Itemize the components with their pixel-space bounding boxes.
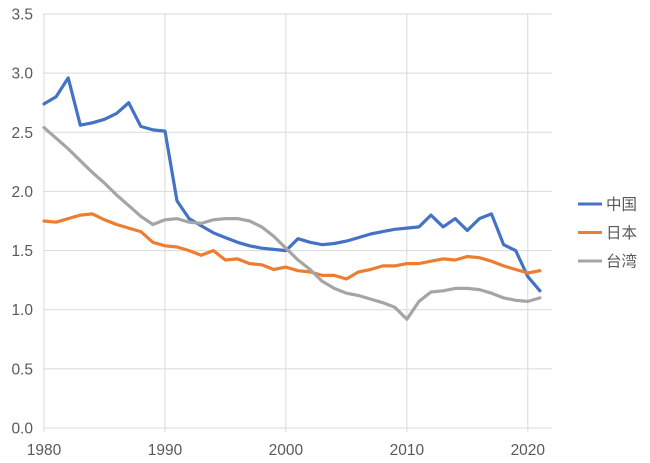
legend-label-taiwan: 台湾	[606, 253, 637, 271]
y-axis-tick-label: 3.5	[11, 7, 33, 24]
legend-label-japan: 日本	[606, 224, 637, 242]
x-axis-tick-label: 2000	[269, 442, 304, 459]
legend-label-china: 中国	[606, 196, 637, 214]
x-axis-tick-label: 1980	[27, 442, 62, 459]
y-axis-tick-label: 2.0	[11, 184, 33, 201]
y-axis-tick-label: 3.0	[11, 66, 33, 83]
series-line-taiwan	[42, 125, 542, 321]
y-axis-tick-label: 0.5	[11, 361, 33, 378]
y-axis-tick-label: 2.5	[11, 125, 33, 142]
legend-item-taiwan: 台湾	[578, 253, 637, 271]
legend-item-china: 中国	[578, 196, 637, 214]
legend-item-japan: 日本	[578, 224, 637, 242]
y-axis-tick-label: 1.5	[11, 243, 33, 260]
series-line-china	[42, 76, 542, 293]
x-axis-tick-label: 2010	[390, 442, 425, 459]
y-axis-tick-label: 0.0	[11, 421, 33, 438]
series-line-japan	[42, 212, 542, 281]
x-axis-tick-label: 1990	[148, 442, 183, 459]
x-axis-tick-label: 2020	[511, 442, 546, 459]
y-axis-tick-label: 1.0	[11, 302, 33, 319]
